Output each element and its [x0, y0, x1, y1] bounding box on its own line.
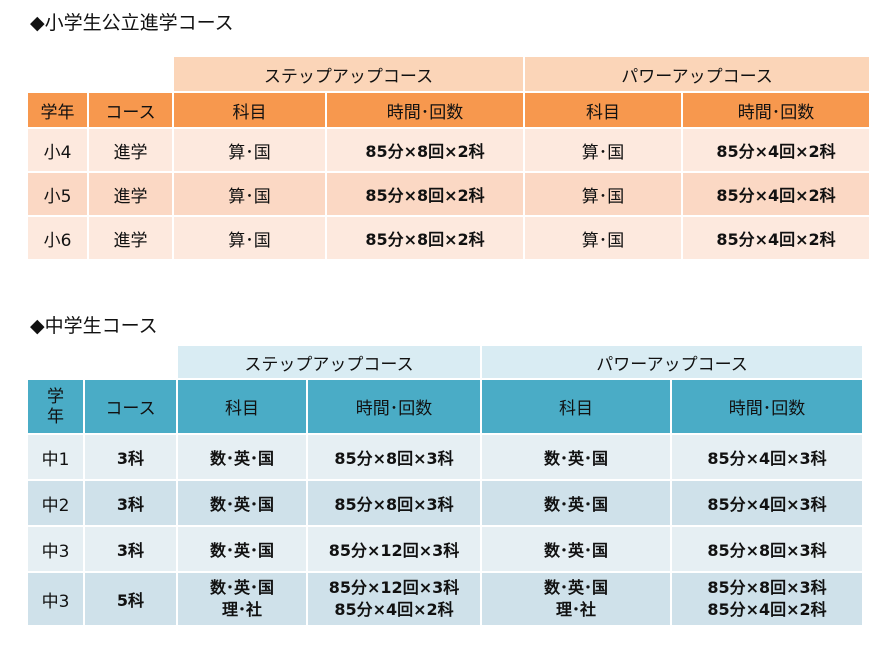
- step-subject-cell: 数･英･国: [178, 435, 306, 479]
- course-cell: 5科: [85, 573, 176, 625]
- power-time-cell: 85分×4回×3科: [672, 435, 862, 479]
- power-time-cell: 85分×8回×3科 85分×4回×2科: [672, 573, 862, 625]
- step-subject-line: 理･社: [221, 600, 262, 619]
- step-subject-cell: 算･国: [174, 129, 325, 171]
- power-subject-cell: 数･英･国: [482, 527, 670, 571]
- junior-high-course-table: ステップアップコース パワーアップコース 学年 コース 科目 時間･回数 科目 …: [26, 344, 864, 627]
- power-subject-cell: 算･国: [525, 129, 681, 171]
- power-subject-cell: 数･英･国 理･社: [482, 573, 670, 625]
- power-up-course-header: パワーアップコース: [525, 57, 869, 91]
- column-header-grade: 学年: [28, 93, 87, 127]
- table-corner-blank: [28, 346, 176, 378]
- grade-cell: 中3: [28, 527, 83, 571]
- power-subject-cell: 算･国: [525, 217, 681, 259]
- step-time-cell: 85分×8回×2科: [327, 173, 523, 215]
- column-header-step-time: 時間･回数: [327, 93, 523, 127]
- column-header-power-subject: 科目: [525, 93, 681, 127]
- power-subject-cell: 数･英･国: [482, 481, 670, 525]
- step-up-course-header: ステップアップコース: [178, 346, 480, 378]
- elementary-course-table: ステップアップコース パワーアップコース 学年 コース 科目 時間･回数 科目 …: [26, 55, 871, 261]
- course-cell: 3科: [85, 435, 176, 479]
- step-time-line: 85分×12回×3科: [328, 578, 460, 597]
- step-time-cell: 85分×8回×2科: [327, 129, 523, 171]
- grade-cell: 小4: [28, 129, 87, 171]
- power-subject-line: 数･英･国: [543, 578, 608, 597]
- grade-cell: 中1: [28, 435, 83, 479]
- table-row: 中3 5科 数･英･国 理･社 85分×12回×3科 85分×4回×2科 数･英…: [28, 573, 862, 625]
- step-subject-cell: 算･国: [174, 217, 325, 259]
- column-header-power-subject: 科目: [482, 380, 670, 433]
- step-time-cell: 85分×8回×3科: [308, 435, 480, 479]
- table-row: 小5 進学 算･国 85分×8回×2科 算･国 85分×4回×2科: [28, 173, 869, 215]
- step-subject-cell: 数･英･国: [178, 527, 306, 571]
- step-time-cell: 85分×8回×2科: [327, 217, 523, 259]
- table-row: 中2 3科 数･英･国 85分×8回×3科 数･英･国 85分×4回×3科: [28, 481, 862, 525]
- course-cell: 3科: [85, 481, 176, 525]
- step-subject-cell: 数･英･国 理･社: [178, 573, 306, 625]
- grade-header-text: 学年: [47, 386, 64, 427]
- column-header-course: コース: [85, 380, 176, 433]
- column-header-power-time: 時間･回数: [683, 93, 869, 127]
- junior-high-heading: ◆中学生コース: [30, 315, 158, 337]
- grade-cell: 小5: [28, 173, 87, 215]
- table-row: 小6 進学 算･国 85分×8回×2科 算･国 85分×4回×2科: [28, 217, 869, 259]
- power-time-line: 85分×4回×2科: [707, 600, 827, 619]
- grade-cell: 小6: [28, 217, 87, 259]
- power-time-cell: 85分×4回×2科: [683, 217, 869, 259]
- course-cell: 3科: [85, 527, 176, 571]
- power-up-course-header: パワーアップコース: [482, 346, 862, 378]
- grade-cell: 中3: [28, 573, 83, 625]
- column-header-step-subject: 科目: [174, 93, 325, 127]
- column-header-course: コース: [89, 93, 172, 127]
- power-subject-cell: 数･英･国: [482, 435, 670, 479]
- table-row: 小4 進学 算･国 85分×8回×2科 算･国 85分×4回×2科: [28, 129, 869, 171]
- elementary-heading: ◆小学生公立進学コース: [30, 12, 234, 34]
- column-header-power-time: 時間･回数: [672, 380, 862, 433]
- step-time-cell: 85分×12回×3科: [308, 527, 480, 571]
- table-row: 中1 3科 数･英･国 85分×8回×3科 数･英･国 85分×4回×3科: [28, 435, 862, 479]
- grade-cell: 中2: [28, 481, 83, 525]
- power-subject-cell: 算･国: [525, 173, 681, 215]
- power-time-cell: 85分×4回×2科: [683, 173, 869, 215]
- step-time-cell: 85分×8回×3科: [308, 481, 480, 525]
- step-up-course-header: ステップアップコース: [174, 57, 523, 91]
- course-cell: 進学: [89, 217, 172, 259]
- column-header-step-time: 時間･回数: [308, 380, 480, 433]
- course-cell: 進学: [89, 129, 172, 171]
- step-time-cell: 85分×12回×3科 85分×4回×2科: [308, 573, 480, 625]
- step-subject-line: 数･英･国: [209, 578, 274, 597]
- table-corner-blank: [28, 57, 172, 91]
- step-subject-cell: 数･英･国: [178, 481, 306, 525]
- power-time-cell: 85分×8回×3科: [672, 527, 862, 571]
- step-time-line: 85分×4回×2科: [334, 600, 454, 619]
- power-time-cell: 85分×4回×3科: [672, 481, 862, 525]
- power-subject-line: 理･社: [555, 600, 596, 619]
- table-row: 中3 3科 数･英･国 85分×12回×3科 数･英･国 85分×8回×3科: [28, 527, 862, 571]
- column-header-step-subject: 科目: [178, 380, 306, 433]
- column-header-grade: 学年: [28, 380, 83, 433]
- power-time-line: 85分×8回×3科: [707, 578, 827, 597]
- course-cell: 進学: [89, 173, 172, 215]
- step-subject-cell: 算･国: [174, 173, 325, 215]
- power-time-cell: 85分×4回×2科: [683, 129, 869, 171]
